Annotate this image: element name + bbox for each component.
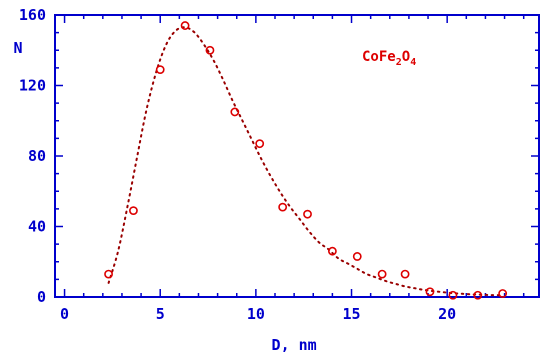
formula-sub-1: 2 bbox=[396, 57, 402, 68]
x-tick-label: 0 bbox=[60, 305, 69, 323]
formula-mid: O bbox=[402, 49, 410, 65]
data-point bbox=[377, 269, 387, 279]
data-point bbox=[104, 269, 113, 279]
data-point bbox=[448, 290, 458, 300]
y-axis-title: N bbox=[13, 39, 22, 57]
y-tick-label: 40 bbox=[28, 218, 46, 236]
y-tick-label: 160 bbox=[19, 6, 46, 24]
data-point bbox=[180, 21, 190, 30]
data-point bbox=[400, 269, 410, 279]
data-point bbox=[425, 287, 435, 297]
axis-ticks bbox=[55, 14, 539, 298]
x-tick-label: 15 bbox=[342, 305, 360, 323]
data-point bbox=[327, 246, 337, 256]
data-point bbox=[230, 107, 240, 117]
plot-frame bbox=[54, 14, 540, 298]
y-tick-label: 0 bbox=[37, 288, 46, 306]
data-point bbox=[278, 202, 288, 212]
data-points bbox=[104, 21, 508, 300]
x-tick-label: 5 bbox=[156, 305, 165, 323]
formula-sub-2: 4 bbox=[410, 57, 416, 68]
x-tick-label: 20 bbox=[438, 305, 456, 323]
data-point bbox=[155, 65, 165, 75]
formula-base: CoFe bbox=[362, 49, 396, 65]
data-point bbox=[352, 252, 362, 261]
data-point bbox=[498, 289, 508, 298]
data-point bbox=[129, 206, 138, 216]
data-point bbox=[255, 139, 265, 149]
formula-annotation: CoFe2O4 bbox=[362, 49, 416, 68]
x-axis-title: D, nm bbox=[272, 336, 317, 354]
fit-curve-line bbox=[107, 26, 502, 297]
data-point bbox=[473, 290, 483, 300]
y-tick-label: 120 bbox=[19, 77, 46, 95]
data-point bbox=[303, 209, 312, 219]
y-tick-label: 80 bbox=[28, 147, 46, 165]
data-point bbox=[205, 45, 215, 55]
x-tick-labels: 0 5 10 15 20 bbox=[60, 305, 456, 323]
y-tick-labels: 0 40 80 120 160 bbox=[19, 6, 46, 306]
x-tick-label: 10 bbox=[247, 305, 265, 323]
